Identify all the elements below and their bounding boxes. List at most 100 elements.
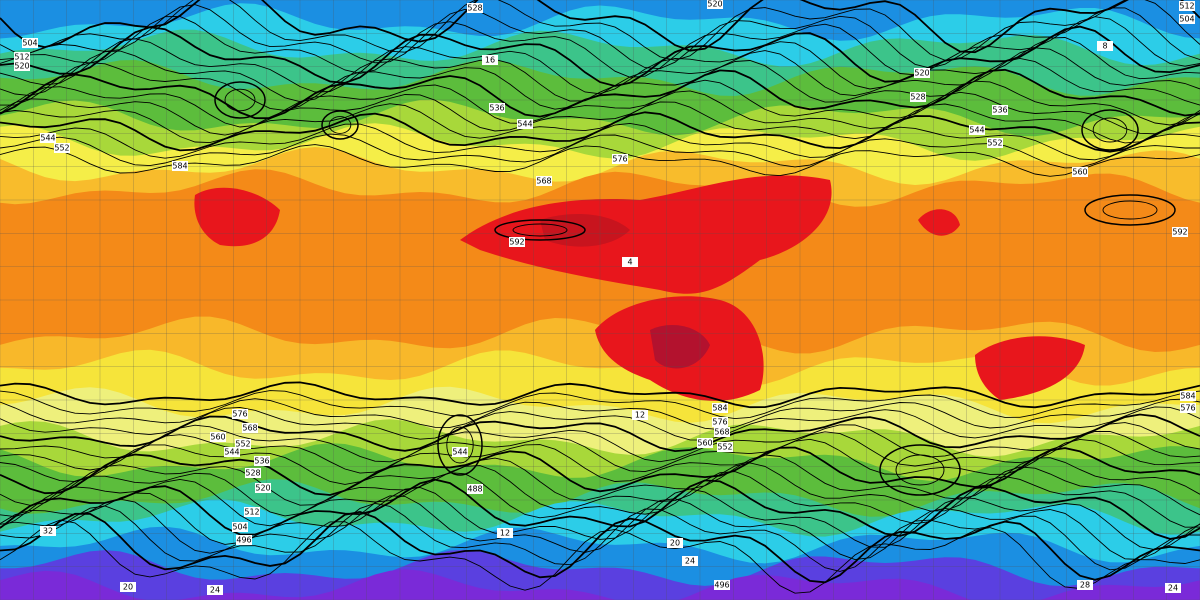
contour-label: 552 — [717, 443, 732, 452]
label-box — [969, 125, 985, 135]
contour-loop — [879, 444, 961, 496]
label-box — [40, 133, 56, 143]
label-box — [714, 580, 730, 590]
hot-area — [460, 175, 832, 294]
contour-label: 592 — [1172, 228, 1187, 237]
contour-label: 512 — [1179, 2, 1194, 11]
label-box — [914, 68, 930, 78]
contour-line — [0, 57, 1200, 111]
label-box — [1077, 580, 1093, 590]
label-box — [712, 403, 728, 413]
label-box — [612, 154, 628, 164]
contour-label: 496 — [714, 581, 729, 590]
label-box — [482, 55, 498, 65]
hot-area — [918, 209, 960, 236]
contour-label: 576 — [232, 410, 247, 419]
contour-label: 24 — [1168, 584, 1178, 593]
label-box — [987, 138, 1003, 148]
hot-area — [194, 187, 280, 247]
contour-label: 552 — [987, 139, 1002, 148]
contour-label: 568 — [536, 177, 551, 186]
contour-line — [0, 406, 1200, 441]
contour-label: 8 — [1102, 42, 1107, 51]
contour-loop — [494, 219, 586, 241]
contour-label: 576 — [612, 155, 627, 164]
contour-line — [0, 90, 1200, 136]
contour-loop — [321, 110, 359, 140]
contour-label: 4 — [627, 258, 632, 267]
contour-label: 560 — [1072, 168, 1087, 177]
label-box — [467, 484, 483, 494]
label-box — [235, 439, 251, 449]
contour-line — [0, 519, 1200, 594]
contour-line — [0, 79, 1200, 128]
label-box — [245, 468, 261, 478]
contour-label: 20 — [123, 583, 133, 592]
label-box — [497, 528, 513, 538]
contour-label: 512 — [244, 508, 259, 517]
label-box — [22, 38, 38, 48]
label-box — [232, 522, 248, 532]
label-box — [1180, 403, 1196, 413]
label-box — [682, 556, 698, 566]
contour-line — [0, 413, 1200, 453]
contour-label: 520 — [914, 69, 929, 78]
contour-loop — [214, 81, 266, 119]
label-box — [717, 442, 733, 452]
label-box — [509, 237, 525, 247]
contour-loop — [1081, 109, 1139, 151]
contour-label: 12 — [500, 529, 510, 538]
contour-label: 584 — [712, 404, 727, 413]
contour-line — [0, 390, 1200, 420]
contour-line — [0, 398, 1200, 431]
label-box — [1179, 1, 1195, 11]
contour-label: 552 — [54, 144, 69, 153]
contour-line — [0, 430, 1200, 474]
contour-line — [0, 16, 1200, 78]
label-box — [255, 483, 271, 493]
contour-label: 544 — [40, 134, 55, 143]
label-box — [1179, 14, 1195, 24]
label-box — [667, 538, 683, 548]
label-box — [120, 582, 136, 592]
contour-loop — [328, 116, 352, 134]
contour-line — [0, 101, 1200, 144]
label-box — [707, 0, 723, 9]
contour-line — [0, 144, 1200, 177]
contour-label: 560 — [697, 439, 712, 448]
contour-line — [0, 462, 1200, 518]
contour-label: 528 — [245, 469, 260, 478]
contour-loop — [1102, 200, 1158, 220]
contour-line — [0, 0, 1200, 54]
label-box — [172, 161, 188, 171]
contour-line — [0, 478, 1200, 540]
contour-label: 504 — [22, 39, 37, 48]
label-box — [714, 427, 730, 437]
label-box — [232, 409, 248, 419]
contour-loop — [446, 426, 474, 464]
contour-label: 536 — [254, 457, 269, 466]
contour-line — [0, 454, 1200, 506]
contour-label: 544 — [452, 448, 467, 457]
contour-label: 576 — [712, 418, 727, 427]
contour-line — [0, 122, 1200, 161]
contour-line — [0, 68, 1200, 120]
label-box — [536, 176, 552, 186]
contour-line — [0, 495, 1200, 561]
contour-label: 20 — [670, 539, 680, 548]
label-box — [210, 432, 226, 442]
contour-line — [0, 381, 1200, 409]
label-box — [1172, 227, 1188, 237]
label-box — [697, 438, 713, 448]
contour-label: 544 — [224, 448, 239, 457]
label-box — [224, 447, 240, 457]
label-box — [1072, 167, 1088, 177]
contour-line — [0, 471, 1200, 528]
contour-label: 536 — [489, 104, 504, 113]
label-box — [712, 417, 728, 427]
contour-label: 488 — [467, 485, 482, 494]
label-box — [54, 143, 70, 153]
contour-line — [0, 510, 1200, 584]
hot-areas — [194, 175, 1085, 401]
